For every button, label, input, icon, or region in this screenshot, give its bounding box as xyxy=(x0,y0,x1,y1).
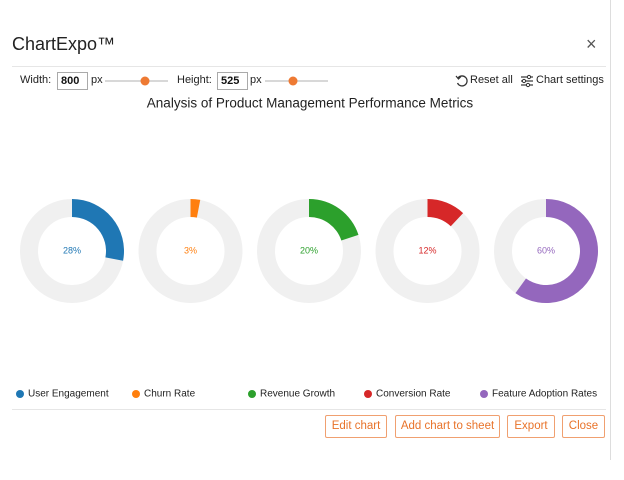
value-label: 3% xyxy=(184,245,197,255)
legend-label: Revenue Growth xyxy=(260,389,335,400)
width-input[interactable]: 800 xyxy=(57,72,88,90)
legend-marker xyxy=(248,390,256,398)
legend-label: User Engagement xyxy=(28,389,109,400)
donut-segment xyxy=(515,199,598,303)
donut-segment xyxy=(427,199,464,227)
width-label: Width: xyxy=(20,74,52,86)
separator xyxy=(12,409,606,410)
settings-icon[interactable] xyxy=(520,74,534,88)
donut-segment xyxy=(190,199,201,218)
chart-settings-button[interactable]: Chart settings xyxy=(536,74,604,86)
value-label: 20% xyxy=(300,245,318,255)
chart: Analysis of Product Management Performan… xyxy=(16,96,598,400)
close-icon[interactable]: × xyxy=(586,34,597,54)
height-label: Height: xyxy=(177,74,212,86)
button[interactable]: Export xyxy=(507,415,555,438)
legend-marker xyxy=(364,390,372,398)
legend-marker xyxy=(132,390,140,398)
chart-title: Analysis of Product Management Performan… xyxy=(147,96,474,111)
height-unit: px xyxy=(250,74,262,86)
button[interactable]: Add chart to sheet xyxy=(395,415,500,438)
height-input[interactable]: 525 xyxy=(217,72,248,90)
button[interactable]: Close xyxy=(562,415,605,438)
reset-button[interactable]: Reset all xyxy=(470,74,513,86)
sliders[interactable] xyxy=(100,72,340,90)
legend-marker xyxy=(16,390,24,398)
separator xyxy=(12,66,606,67)
reset-icon[interactable] xyxy=(455,74,469,88)
edge xyxy=(610,0,611,460)
legend-label: Feature Adoption Rates xyxy=(492,389,597,400)
button[interactable]: Edit chart xyxy=(325,415,387,438)
dialog-title: ChartExpo™ xyxy=(12,34,116,54)
donut-segment xyxy=(309,199,359,241)
value-label: 60% xyxy=(537,245,555,255)
legend-marker xyxy=(480,390,488,398)
width-unit: px xyxy=(91,74,103,86)
legend-label: Churn Rate xyxy=(144,389,196,400)
legend-label: Conversion Rate xyxy=(376,389,451,400)
value-label: 28% xyxy=(63,245,81,255)
donut-segment xyxy=(72,199,124,261)
value-label: 12% xyxy=(418,245,436,255)
